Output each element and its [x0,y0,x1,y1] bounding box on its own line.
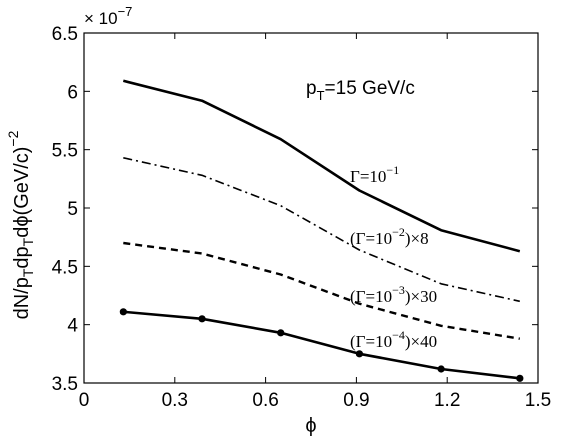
series-label-main: (Γ=10 [350,229,392,248]
series-label-exponent: −2 [392,225,405,239]
series-label-exponent: −1 [386,163,399,177]
data-point [437,365,445,373]
data-point [198,315,206,323]
series-label-main: (Γ=10 [350,332,392,351]
pt-annotation-main: p [306,78,317,99]
tick-labels: 0 0.3 0.6 0.9 1.2 1.5 3.5 4 4.5 5 5.5 6 6.5 [52,24,552,411]
series-lines [119,79,524,382]
series-label-exponent: −4 [392,328,405,342]
series-label-1: Γ=10−1 [350,163,399,186]
x-tick-label: 1.5 [525,390,551,411]
y-multiplier-base: × 10 [84,9,118,28]
series-line-3 [123,241,520,340]
series-label-4: (Γ=10−4)×40 [350,328,437,351]
y-axis-label-sup: −2 [5,130,21,146]
y-tick-label: 6 [67,82,78,103]
y-multiplier-exp: −7 [118,4,133,19]
series-label-main: Γ=10 [350,167,386,186]
series-line-1 [122,79,521,253]
y-axis-label-sub-2: T [20,237,36,246]
y-tick-label: 5.5 [52,141,78,162]
x-axis-label: ϕ [305,415,316,437]
y-tick-label: 4 [67,316,78,337]
x-tick-label: 0.3 [162,390,188,411]
axis-ticks [83,32,539,384]
x-tick-label: 0.6 [252,390,278,411]
pt-annotation-rest: =15 GeV/c [325,78,415,99]
pt-annotation: pT=15 GeV/c [306,78,415,103]
series-line-4 [123,310,520,380]
data-point [277,329,285,337]
x-tick-label: 0 [79,390,90,411]
y-tick-label: 4.5 [52,257,78,278]
y-axis-label-sub-1: T [20,268,36,277]
series-labels: Γ=10−1(Γ=10−2)×8(Γ=10−3)×30(Γ=10−4)×40 [350,163,437,351]
y-multiplier-label: × 10−7 [84,4,132,28]
series-label-2: (Γ=10−2)×8 [350,225,429,248]
y-axis-label: dN/pTdpTdϕ(GeV/c)−2 [5,130,36,319]
data-point [355,350,364,358]
series-line-2 [123,157,520,303]
x-tick-label: 1.2 [434,390,460,411]
series-label-exponent: −3 [392,283,405,297]
y-axis-label-part-1: dN/p [11,277,33,319]
y-tick-label: 5 [67,199,78,220]
data-point [516,374,524,382]
series-label-suffix: )×30 [405,287,437,306]
y-tick-label: 6.5 [52,24,78,45]
series-label-suffix: )×40 [405,332,437,351]
series-label-3: (Γ=10−3)×30 [350,283,437,306]
y-axis-label-part-2: dp [11,246,33,268]
series-label-main: (Γ=10 [350,287,392,306]
data-point [119,308,127,316]
y-axis-label-part-3: dϕ(GeV/c) [11,147,33,238]
x-tick-label: 0.9 [343,390,369,411]
series-label-suffix: )×8 [405,229,429,248]
pt-annotation-sub: T [317,88,325,103]
y-tick-label: 3.5 [52,374,78,395]
